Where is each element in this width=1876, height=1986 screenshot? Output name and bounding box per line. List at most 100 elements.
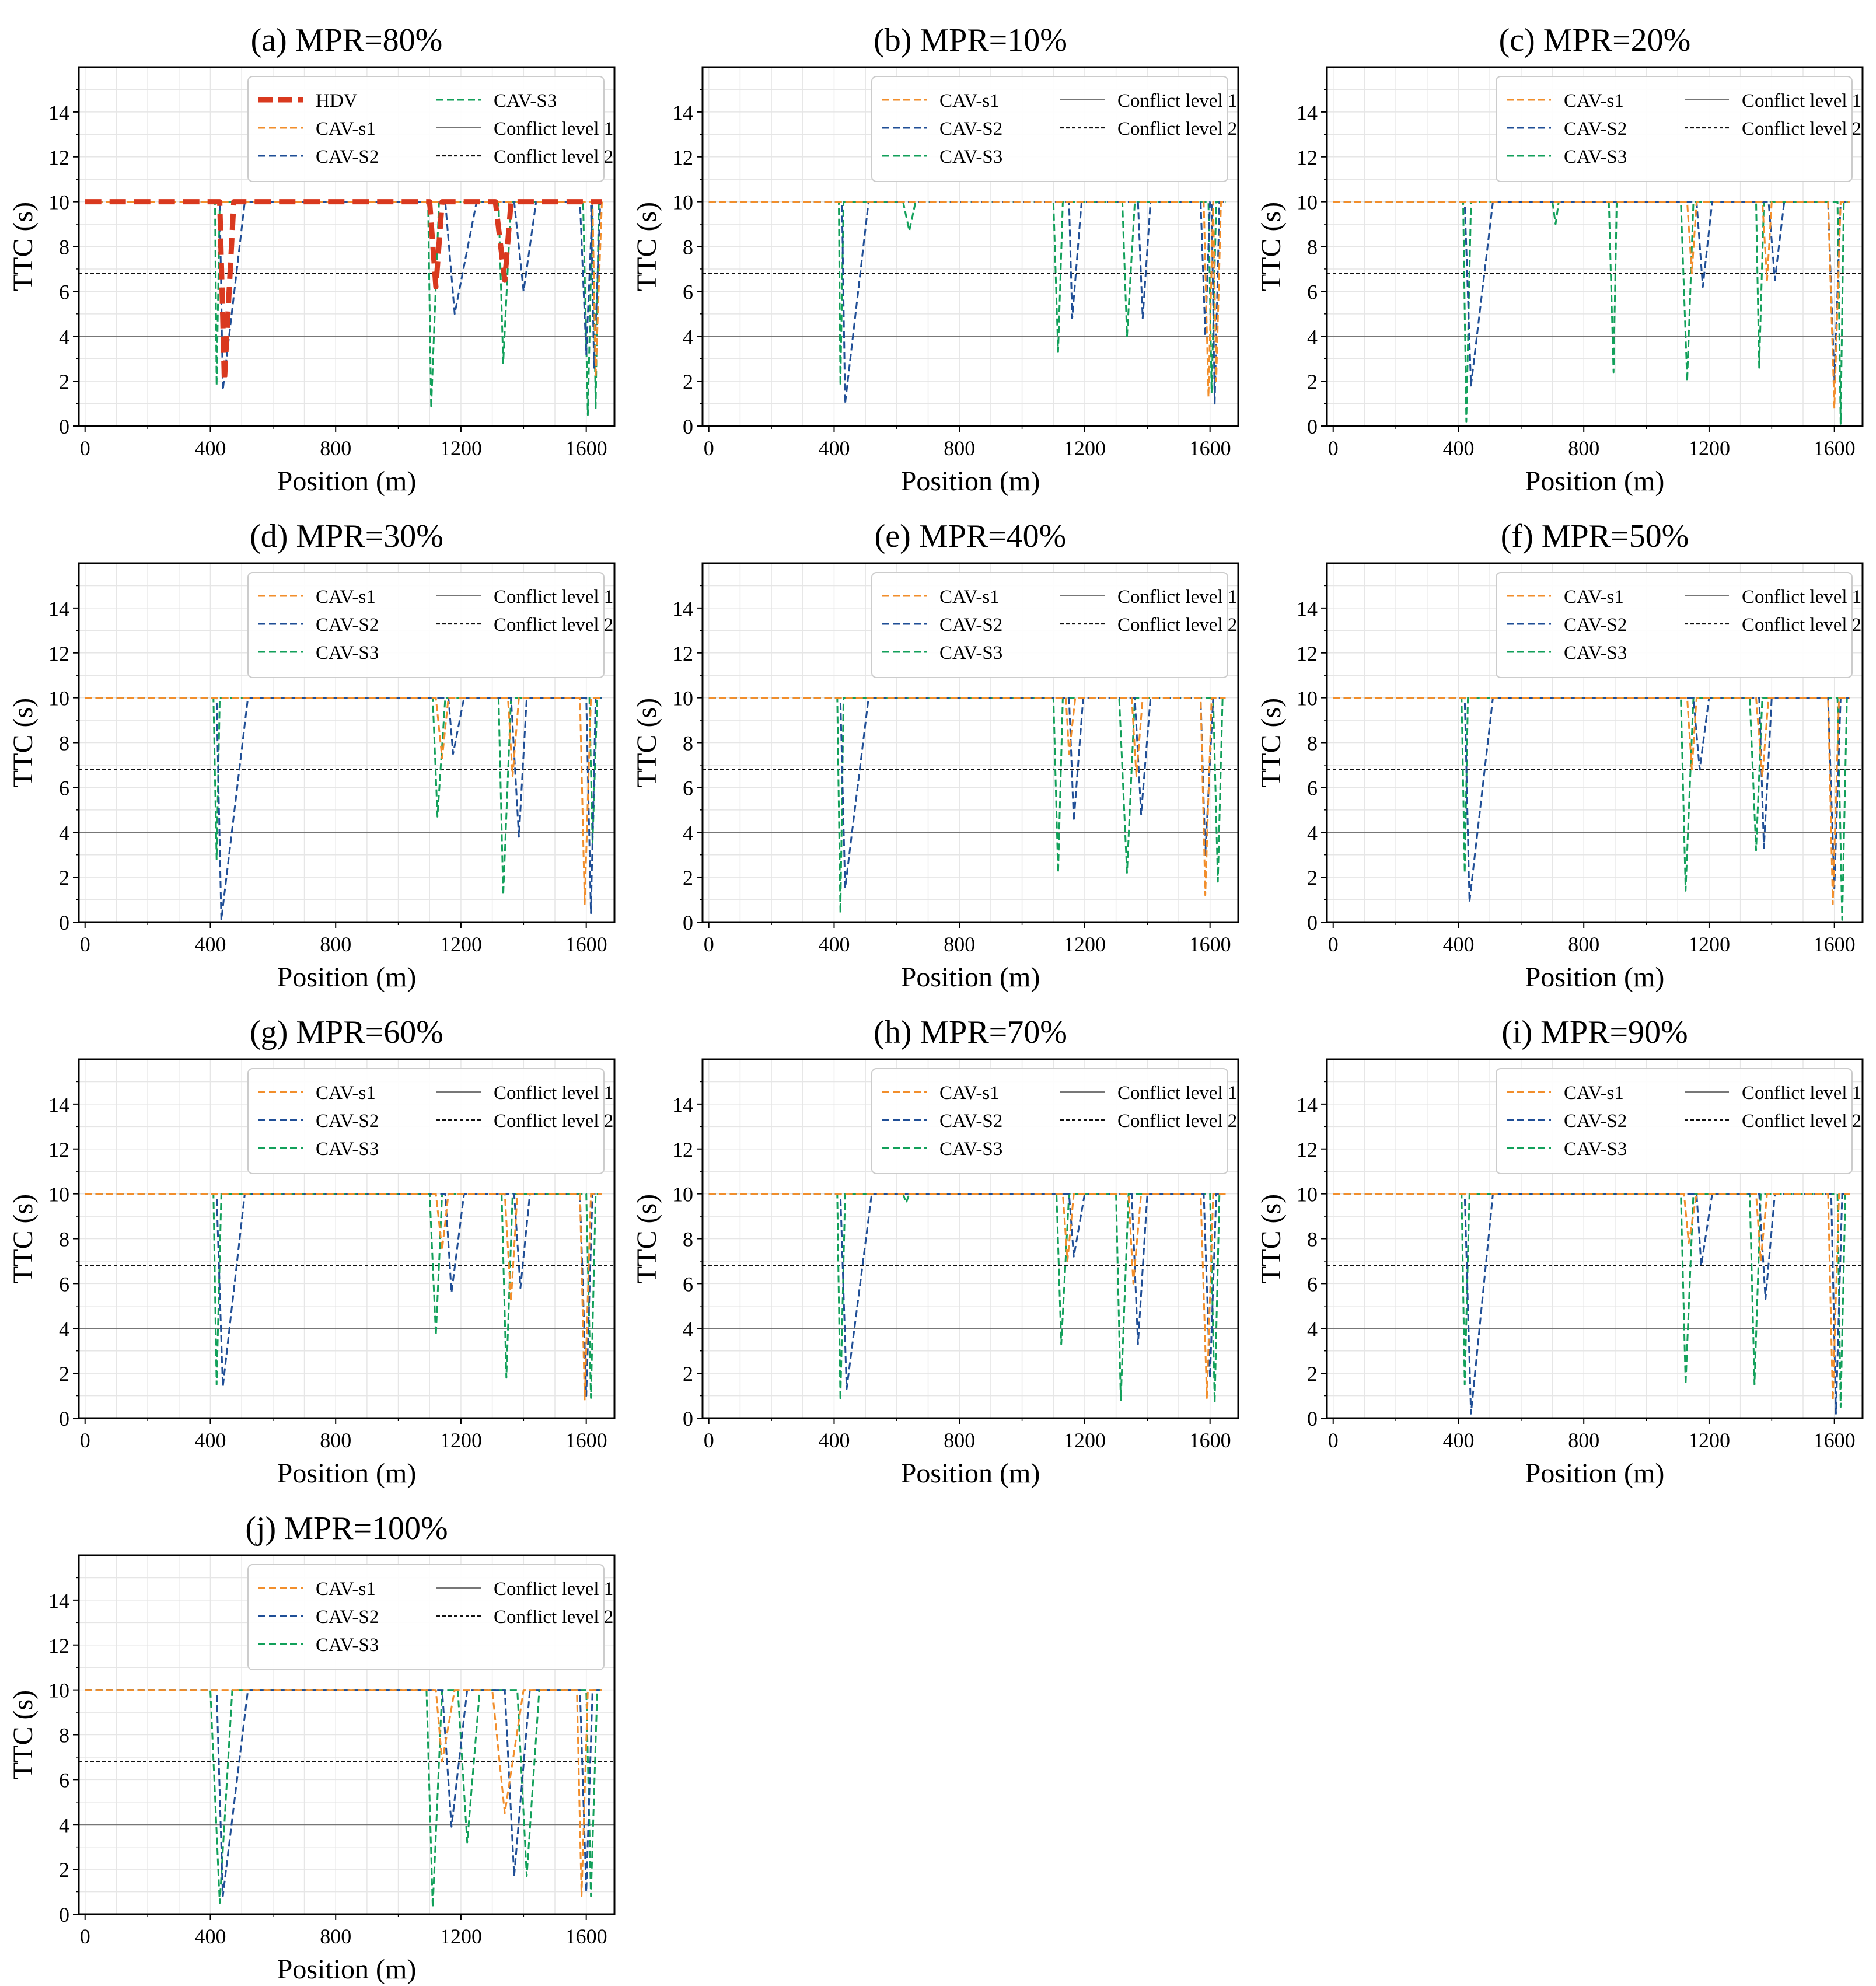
y-tick-label: 8 bbox=[59, 236, 69, 259]
x-tick-label: 1600 bbox=[1189, 933, 1231, 956]
x-tick-label: 1600 bbox=[1814, 933, 1856, 956]
legend-label: Conflict level 1 bbox=[1117, 90, 1237, 111]
legend-label: CAV-s1 bbox=[1564, 90, 1624, 111]
legend-label: CAV-S3 bbox=[1564, 1139, 1627, 1160]
y-tick-label: 8 bbox=[683, 732, 693, 755]
x-tick-label: 1600 bbox=[1189, 437, 1231, 460]
y-tick-label: 8 bbox=[59, 1228, 69, 1251]
y-tick-label: 12 bbox=[672, 1138, 693, 1161]
subplot-title: (f) MPR=50% bbox=[1501, 518, 1689, 554]
series-line-cav-s2 bbox=[85, 1689, 602, 1897]
y-tick-label: 2 bbox=[59, 370, 69, 393]
x-axis-label: Position (m) bbox=[277, 962, 417, 993]
y-tick-label: 14 bbox=[48, 597, 69, 620]
x-tick-label: 1200 bbox=[1688, 933, 1730, 956]
y-tick-label: 14 bbox=[672, 101, 693, 124]
y-tick-label: 10 bbox=[48, 1183, 69, 1206]
subplot-title: (b) MPR=10% bbox=[874, 22, 1067, 58]
subplot-title: (d) MPR=30% bbox=[250, 518, 443, 554]
series-line-cav-s3 bbox=[85, 1689, 602, 1908]
legend-label: CAV-s1 bbox=[316, 1579, 376, 1600]
x-tick-label: 400 bbox=[818, 933, 850, 956]
y-tick-label: 14 bbox=[1297, 101, 1318, 124]
legend-box bbox=[247, 572, 605, 678]
y-tick-label: 4 bbox=[683, 821, 693, 844]
legend-label: CAV-S2 bbox=[316, 1111, 379, 1132]
legend-box bbox=[247, 1068, 605, 1174]
y-tick-label: 14 bbox=[1297, 1093, 1318, 1116]
y-tick-label: 10 bbox=[1297, 687, 1318, 710]
x-tick-label: 0 bbox=[80, 933, 90, 956]
x-tick-label: 400 bbox=[194, 437, 226, 460]
x-axis-label: Position (m) bbox=[1525, 466, 1665, 497]
legend-label: Conflict level 2 bbox=[1117, 615, 1237, 636]
y-tick-label: 0 bbox=[59, 415, 69, 438]
x-tick-label: 800 bbox=[944, 933, 975, 956]
y-tick-label: 8 bbox=[1307, 1228, 1318, 1251]
y-tick-label: 4 bbox=[59, 1317, 69, 1341]
y-tick-label: 10 bbox=[48, 191, 69, 214]
legend-box bbox=[1496, 76, 1853, 182]
y-axis-label: TTC (s) bbox=[8, 1690, 39, 1779]
series-line-cav-s1 bbox=[1333, 697, 1850, 905]
x-tick-label: 1200 bbox=[1688, 1429, 1730, 1452]
y-tick-label: 2 bbox=[1307, 370, 1318, 393]
legend-label: CAV-s1 bbox=[939, 90, 1000, 111]
legend-label: Conflict level 2 bbox=[1117, 118, 1237, 139]
legend-label: CAV-S2 bbox=[939, 1111, 1002, 1132]
x-tick-label: 1200 bbox=[440, 1429, 482, 1452]
subplot-title: (g) MPR=60% bbox=[250, 1014, 443, 1050]
legend-label: Conflict level 2 bbox=[1117, 1111, 1237, 1132]
legend: CAV-s1 CAV-S2 CAV-S3 Conflict level 1 Confli… bbox=[871, 572, 1237, 678]
y-tick-label: 4 bbox=[1307, 821, 1318, 844]
series-line-cav-s1 bbox=[708, 201, 1226, 398]
series-line-cav-s1 bbox=[1333, 201, 1850, 409]
y-tick-label: 12 bbox=[1297, 1138, 1318, 1161]
legend-label: Conflict level 1 bbox=[494, 587, 613, 608]
y-axis-label: TTC (s) bbox=[631, 1194, 662, 1283]
subplot-3: (c) MPR=20% 0 2 4 6 8 10 12 14 0 400 800 1200 1600 Pos… bbox=[1256, 22, 1864, 497]
legend-label: CAV-S2 bbox=[939, 615, 1002, 636]
subplot-10: (j) MPR=100% 0 2 4 6 8 10 12 14 0 400 800 1200 1600 Po… bbox=[8, 1510, 616, 1985]
y-tick-label: 2 bbox=[1307, 866, 1318, 889]
series-line-cav-s1 bbox=[708, 697, 1226, 896]
legend-label: CAV-s1 bbox=[1564, 1083, 1624, 1104]
legend-box bbox=[1496, 1068, 1853, 1174]
legend-label: CAV-S2 bbox=[1564, 118, 1627, 139]
x-tick-label: 1200 bbox=[1064, 933, 1106, 956]
legend: CAV-s1 CAV-S2 CAV-S3 Conflict level 1 Confli… bbox=[247, 1564, 613, 1670]
x-tick-label: 400 bbox=[194, 1925, 226, 1948]
y-axis-label: TTC (s) bbox=[1256, 1194, 1287, 1283]
y-tick-label: 14 bbox=[48, 1589, 69, 1612]
x-tick-label: 1200 bbox=[440, 933, 482, 956]
series-line-cav-s1 bbox=[85, 1193, 602, 1401]
legend: CAV-s1 CAV-S2 CAV-S3 Conflict level 1 Confli… bbox=[871, 76, 1237, 182]
series-line-cav-s2 bbox=[708, 697, 1226, 889]
x-tick-label: 1600 bbox=[565, 1925, 607, 1948]
legend-label: CAV-S3 bbox=[939, 643, 1002, 664]
y-tick-label: 14 bbox=[48, 101, 69, 124]
series-line-cav-s2 bbox=[85, 201, 602, 391]
y-tick-label: 2 bbox=[59, 866, 69, 889]
y-tick-label: 6 bbox=[1307, 1272, 1318, 1296]
x-tick-label: 1200 bbox=[1688, 437, 1730, 460]
y-tick-label: 2 bbox=[683, 1362, 693, 1385]
legend-label: CAV-S3 bbox=[1564, 643, 1627, 664]
y-tick-label: 12 bbox=[1297, 146, 1318, 169]
y-tick-label: 10 bbox=[1297, 191, 1318, 214]
y-tick-label: 6 bbox=[683, 280, 693, 303]
legend-label: CAV-S2 bbox=[939, 118, 1002, 139]
series-line-hdv bbox=[85, 199, 602, 384]
x-tick-label: 0 bbox=[704, 933, 714, 956]
y-tick-label: 10 bbox=[48, 687, 69, 710]
legend-label: CAV-S2 bbox=[1564, 1111, 1627, 1132]
x-tick-label: 0 bbox=[704, 1429, 714, 1452]
y-tick-label: 0 bbox=[1307, 1407, 1318, 1430]
x-tick-label: 400 bbox=[194, 933, 226, 956]
y-tick-label: 6 bbox=[59, 1272, 69, 1296]
x-tick-label: 0 bbox=[80, 1429, 90, 1452]
y-tick-label: 14 bbox=[672, 1093, 693, 1116]
legend-label: CAV-s1 bbox=[316, 1083, 376, 1104]
y-tick-label: 14 bbox=[1297, 597, 1318, 620]
